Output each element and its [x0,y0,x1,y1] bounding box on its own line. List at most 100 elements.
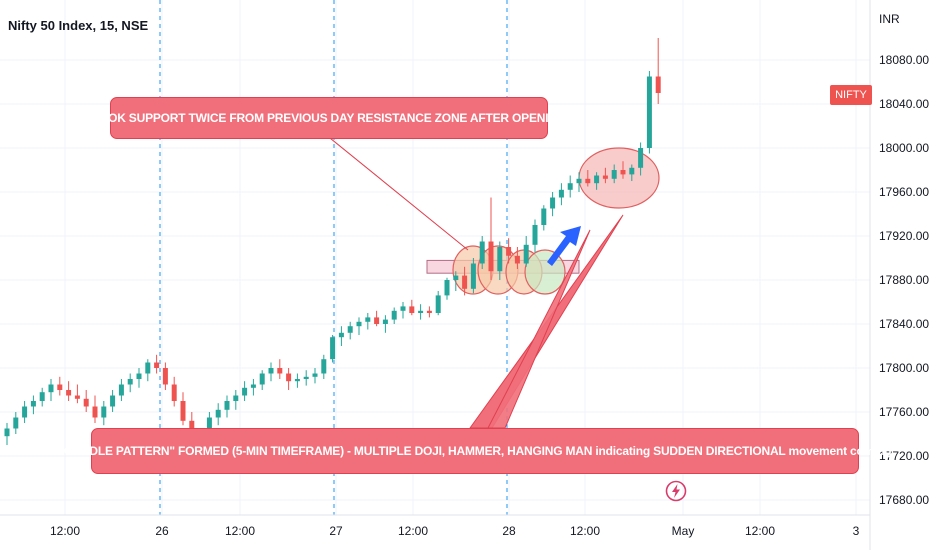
candle-body [365,317,371,322]
candle-body [92,406,98,418]
y-tick-label: 17800.00 [879,361,929,375]
x-tick-label: May [672,524,695,538]
candle-body [435,295,441,313]
y-tick-label: 18040.00 [879,97,929,111]
bottom-annotation[interactable]: "CRADLE PATTERN" FORMED (5-MIN TIMEFRAME… [58,428,892,474]
candle-body [462,275,468,289]
candle-body [356,321,362,327]
candle-body [101,406,107,418]
candle-body [30,401,36,407]
x-tick-label: 12:00 [225,524,255,538]
candle-body [347,326,353,333]
candle-body [48,384,54,393]
candle-body [514,255,520,264]
x-tick-label: 26 [155,524,169,538]
candle-body [550,197,556,209]
candle-body [391,310,397,320]
y-tick-label: 18000.00 [879,141,929,155]
x-tick-label: 12:00 [398,524,428,538]
candle-body [242,387,248,396]
candle-body [180,401,186,421]
candle-body [303,376,309,379]
last-price-tag: NIFTY [830,85,872,105]
candle-body [655,76,661,93]
y-tick-label: 17720.00 [879,449,929,463]
candle-body [576,178,582,184]
candle-body [638,148,644,168]
candle-body [374,317,380,324]
x-tick-label: 27 [329,524,343,538]
currency-label: INR [879,12,900,26]
y-tick-label: 17840.00 [879,317,929,331]
candle-body [602,175,608,179]
bottom-annotation-text: "CRADLE PATTERN" FORMED (5-MIN TIMEFRAME… [58,444,892,458]
candle-body [409,306,415,313]
candle-body [312,373,318,377]
candle-body [330,337,336,360]
candle-body [110,395,116,407]
candle-body [224,401,230,410]
candle-body [444,280,450,296]
candle-body [479,241,485,264]
y-tick-label: 17680.00 [879,493,929,507]
candle-body [136,373,142,379]
blue-arrow [547,226,581,266]
candle-body [506,247,512,256]
candle-body [382,319,388,324]
candle-body [321,359,327,374]
candle-body [629,167,635,175]
x-tick-label: 12:00 [50,524,80,538]
lightning-bolt-icon[interactable] [665,480,687,502]
candle-body [470,263,476,289]
candle-body [646,76,652,148]
candle-body [426,310,432,313]
candle-body [558,189,564,198]
candle-body [453,275,459,280]
candle-body [338,332,344,338]
candle-body [154,362,160,368]
candle-body [171,384,177,401]
candle-body [541,208,547,225]
highlight-oval [578,147,660,209]
candle-body [145,362,151,374]
candle-body [74,395,80,399]
candle-body [488,241,494,272]
candle-body [127,379,133,385]
candle-body [277,368,283,374]
candle-body [523,244,529,264]
candle-body [400,306,406,311]
y-tick-label: 17880.00 [879,273,929,287]
candle-body [162,368,168,385]
candle-body [259,373,265,385]
candle-body [585,178,591,184]
candle-body [532,225,538,245]
candle-body [620,170,626,175]
candle-body [611,170,617,179]
top-annotation-text: TOOK SUPPORT TWICE FROM PREVIOUS DAY RES… [92,111,566,125]
y-tick-label: 17760.00 [879,405,929,419]
candle-body [22,406,28,418]
candle-body [567,183,573,190]
x-tick-label: 12:00 [745,524,775,538]
candle-body [594,175,600,184]
candle-body [13,417,19,429]
candle-body [250,384,256,388]
symbol-title: Nifty 50 Index, 15, NSE [8,18,149,33]
candle-body [4,428,10,437]
x-tick-label: 12:00 [570,524,600,538]
y-tick-label: 18080.00 [879,53,929,67]
candle-body [57,384,63,390]
x-tick-label: 28 [502,524,516,538]
top-annotation[interactable]: TOOK SUPPORT TWICE FROM PREVIOUS DAY RES… [92,97,566,139]
candle-body [294,379,300,382]
candle-body [83,398,89,407]
candle-body [206,417,212,437]
candle-body [66,390,72,396]
candle-body [118,384,124,396]
y-tick-label: 17920.00 [879,229,929,243]
candle-body [233,395,239,401]
candle-body [39,392,45,401]
candle-body [497,247,503,272]
